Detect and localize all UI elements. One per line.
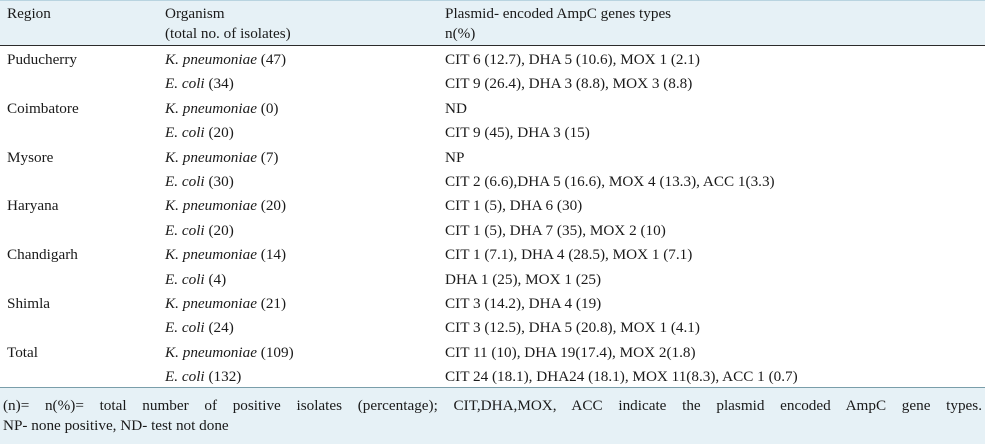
region-cell: Haryana	[7, 197, 59, 214]
region-cell: Coimbatore	[7, 100, 79, 117]
organism-cell: E. coli (132)	[165, 367, 241, 386]
isolate-count: (109)	[256, 344, 294, 361]
isolate-count: (20)	[204, 124, 234, 141]
organism-species: E. coli	[165, 319, 205, 336]
organism-species: K. pneumoniae	[165, 100, 257, 117]
header-genes-unit: n(%)	[445, 25, 476, 42]
organism-species: E. coli	[165, 124, 205, 141]
gene-types-cell: CIT 24 (18.1), DHA24 (18.1), MOX 11(8.3)…	[445, 368, 798, 385]
isolate-count: (47)	[256, 51, 287, 68]
gene-types-cell: CIT 1 (7.1), DHA 4 (28.5), MOX 1 (7.1)	[445, 246, 693, 263]
header-organism: Organism	[165, 5, 225, 22]
gene-types-cell: NP	[445, 149, 465, 166]
gene-types-cell: CIT 3 (12.5), DHA 5 (20.8), MOX 1 (4.1)	[445, 319, 700, 336]
organism-cell: K. pneumoniae (109)	[165, 343, 294, 362]
organism-cell: E. coli (30)	[165, 172, 234, 191]
footnote-line-1: (n)= n(%)= total number of positive isol…	[3, 397, 982, 414]
organism-cell: K. pneumoniae (21)	[165, 294, 286, 313]
isolate-count: (30)	[204, 173, 234, 190]
isolate-count: (0)	[256, 100, 279, 117]
isolate-count: (21)	[256, 295, 287, 312]
organism-species: K. pneumoniae	[165, 344, 257, 361]
header-region: Region	[7, 5, 51, 22]
footnote-line-2: NP- none positive, ND- test not done	[3, 417, 229, 434]
region-cell: Shimla	[7, 295, 51, 312]
gene-types-cell: CIT 2 (6.6),DHA 5 (16.6), MOX 4 (13.3), …	[445, 173, 775, 190]
isolate-count: (34)	[204, 75, 234, 92]
organism-cell: E. coli (20)	[165, 221, 234, 240]
organism-cell: E. coli (20)	[165, 123, 234, 142]
gene-types-cell: CIT 1 (5), DHA 7 (35), MOX 2 (10)	[445, 222, 666, 239]
organism-species: K. pneumoniae	[165, 51, 257, 68]
organism-cell: K. pneumoniae (7)	[165, 148, 278, 167]
header-organism-subtitle: (total no. of isolates)	[165, 25, 291, 42]
gene-types-cell: DHA 1 (25), MOX 1 (25)	[445, 271, 602, 288]
gene-types-cell: CIT 3 (14.2), DHA 4 (19)	[445, 295, 602, 312]
region-cell: Total	[7, 344, 38, 361]
isolate-count: (14)	[256, 246, 287, 263]
organism-species: E. coli	[165, 75, 205, 92]
isolate-count: (24)	[204, 319, 234, 336]
organism-species: K. pneumoniae	[165, 197, 257, 214]
region-cell: Puducherry	[7, 51, 78, 68]
isolate-count: (20)	[204, 222, 234, 239]
gene-types-cell: CIT 11 (10), DHA 19(17.4), MOX 2(1.8)	[445, 344, 696, 361]
gene-types-cell: ND	[445, 100, 467, 117]
isolate-count: (4)	[204, 271, 227, 288]
organism-species: K. pneumoniae	[165, 295, 257, 312]
region-cell: Mysore	[7, 149, 54, 166]
isolate-count: (132)	[204, 368, 242, 385]
table-bottom-rule	[0, 387, 985, 388]
header-genes: Plasmid- encoded AmpC genes types	[445, 5, 672, 22]
organism-cell: K. pneumoniae (0)	[165, 99, 278, 118]
organism-cell: K. pneumoniae (20)	[165, 196, 286, 215]
organism-species: E. coli	[165, 173, 205, 190]
isolate-count: (7)	[256, 149, 279, 166]
gene-types-cell: CIT 1 (5), DHA 6 (30)	[445, 197, 583, 214]
organism-cell: E. coli (24)	[165, 318, 234, 337]
organism-cell: K. pneumoniae (47)	[165, 50, 286, 69]
table-footnote: (n)= n(%)= total number of positive isol…	[0, 388, 985, 444]
organism-species: E. coli	[165, 222, 205, 239]
organism-cell: K. pneumoniae (14)	[165, 245, 286, 264]
table-header: Region Organism (total no. of isolates) …	[0, 0, 985, 46]
organism-cell: E. coli (4)	[165, 270, 226, 289]
organism-species: E. coli	[165, 271, 205, 288]
organism-species: K. pneumoniae	[165, 246, 257, 263]
gene-types-cell: CIT 9 (26.4), DHA 3 (8.8), MOX 3 (8.8)	[445, 75, 693, 92]
organism-species: K. pneumoniae	[165, 149, 257, 166]
organism-cell: E. coli (34)	[165, 74, 234, 93]
isolate-count: (20)	[256, 197, 287, 214]
gene-types-cell: CIT 9 (45), DHA 3 (15)	[445, 124, 590, 141]
gene-types-cell: CIT 6 (12.7), DHA 5 (10.6), MOX 1 (2.1)	[445, 51, 700, 68]
region-cell: Chandigarh	[7, 246, 78, 263]
organism-species: E. coli	[165, 368, 205, 385]
